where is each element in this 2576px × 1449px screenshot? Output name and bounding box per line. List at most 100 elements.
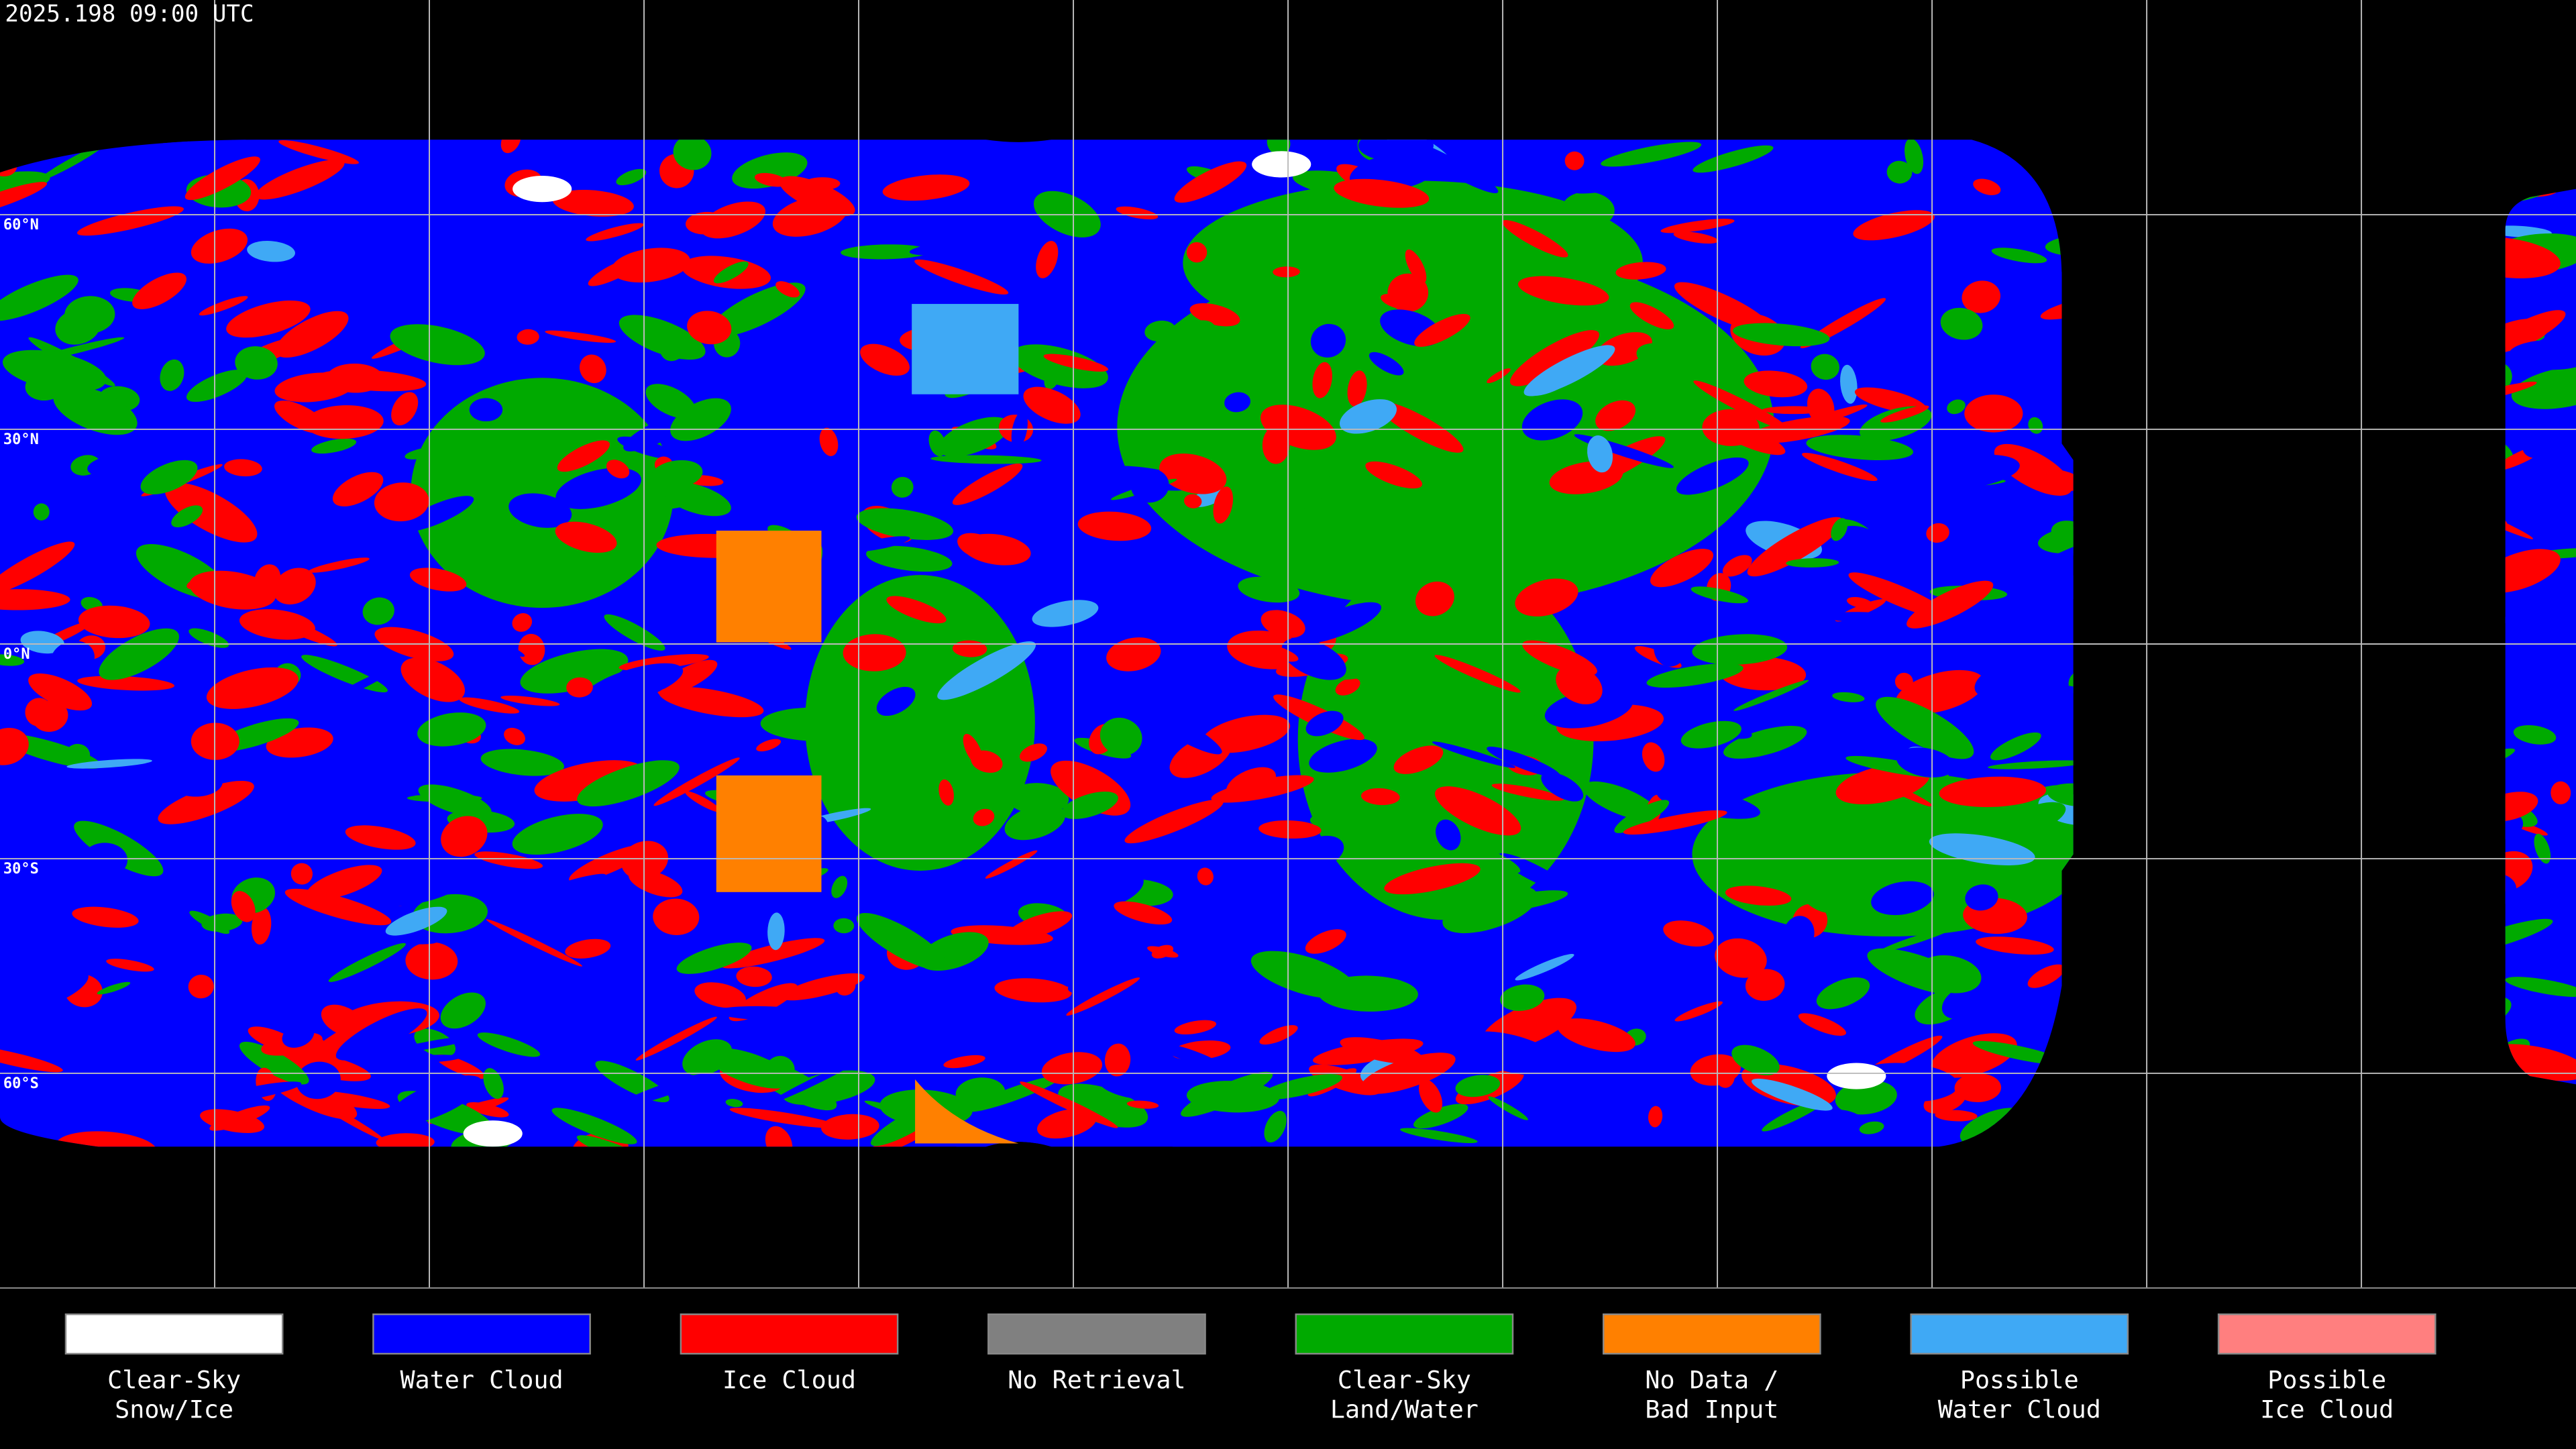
cloud-patch bbox=[657, 659, 718, 696]
cloud-patch bbox=[38, 143, 106, 181]
cloud-patch bbox=[1309, 816, 1324, 826]
cloud-patch bbox=[1846, 596, 1873, 608]
legend-swatch bbox=[1295, 1313, 1514, 1355]
cloud-patch bbox=[952, 463, 1023, 505]
cloud-patch bbox=[1840, 364, 1858, 404]
cloud-patch bbox=[860, 343, 910, 376]
cloud-patch bbox=[1650, 549, 1714, 588]
cloud-patch bbox=[1947, 399, 1966, 415]
cloud-patch bbox=[1732, 323, 1830, 347]
cloud-patch bbox=[930, 455, 1042, 464]
cloud-patch bbox=[1407, 141, 1499, 193]
cloud-patch bbox=[1249, 472, 1332, 518]
cloud-patch bbox=[1973, 178, 2001, 195]
cloud-patch bbox=[500, 695, 560, 706]
cloud-patch bbox=[1929, 805, 1992, 824]
legend-label: Clear-Sky bbox=[107, 1365, 241, 1394]
cloud-patch bbox=[1250, 951, 1356, 999]
cloud-patch bbox=[720, 938, 825, 969]
cloud-patch bbox=[409, 568, 467, 592]
latitude-labels: 60°N 30°N 0°N 30°S 60°S bbox=[3, 217, 39, 1092]
cloud-patch bbox=[1405, 249, 1427, 284]
cloud-patch bbox=[2511, 366, 2576, 409]
cloud-patch bbox=[1315, 802, 1348, 820]
cloud-patch bbox=[694, 982, 746, 1008]
cloud-patch bbox=[963, 733, 983, 766]
cloud-patch bbox=[1335, 678, 1360, 696]
cloud-patch bbox=[231, 140, 246, 162]
cloud-patch bbox=[311, 438, 357, 454]
cloud-patch bbox=[1663, 920, 1714, 947]
cloud-patch bbox=[1569, 381, 1587, 394]
cloud-patch bbox=[1747, 517, 1843, 577]
cloud-patch bbox=[985, 850, 1038, 879]
cloud-patch bbox=[25, 698, 53, 727]
cloud-patch bbox=[856, 508, 954, 540]
cloud-patch bbox=[1020, 1081, 1118, 1128]
cloud-patch bbox=[1918, 955, 1982, 994]
cloud-patch bbox=[1067, 969, 1126, 994]
cloud-patch bbox=[332, 472, 384, 506]
cloud-patch bbox=[551, 1108, 637, 1144]
cloud-patch bbox=[914, 259, 1009, 294]
cloud-patch bbox=[1827, 1110, 1869, 1132]
cloud-patch bbox=[1213, 486, 1234, 524]
snow-ice-patch bbox=[463, 1120, 523, 1147]
cloud-patch bbox=[1309, 739, 1377, 773]
cloud-patch bbox=[296, 1061, 341, 1099]
cloud-patch bbox=[247, 241, 295, 262]
cloud-patch bbox=[72, 906, 139, 928]
cloud-patch bbox=[566, 677, 593, 698]
cloud-patch bbox=[1435, 786, 1521, 836]
cloud-patch bbox=[767, 912, 785, 951]
cloud-patch bbox=[1104, 1043, 1131, 1077]
cloud-patch bbox=[1260, 405, 1336, 450]
legend-label: Bad Input bbox=[1645, 1395, 1778, 1424]
cloud-patch bbox=[882, 174, 970, 201]
cloud-patch bbox=[635, 1016, 717, 1061]
cloud-patch bbox=[33, 503, 50, 521]
cloud-patch bbox=[836, 726, 902, 772]
cloud-patch bbox=[662, 561, 692, 574]
cloud-patch bbox=[186, 369, 248, 402]
cloud-patch bbox=[87, 451, 162, 478]
cloud-patch bbox=[184, 156, 260, 201]
latitude-label: 60°N bbox=[3, 217, 39, 233]
cloud-patch bbox=[1258, 820, 1322, 839]
cloud-patch bbox=[0, 171, 50, 199]
cloud-patch bbox=[191, 228, 248, 264]
cloud-patch bbox=[492, 385, 543, 406]
cloud-patch bbox=[1157, 380, 1208, 407]
cloud-patch bbox=[1305, 710, 1344, 737]
cloud-patch bbox=[1432, 741, 1516, 768]
legend-swatch bbox=[2217, 1313, 2436, 1355]
cloud-patch bbox=[1238, 576, 1300, 603]
cloud-patch bbox=[521, 873, 606, 902]
cloud-patch bbox=[1455, 1075, 1501, 1097]
cloud-patch bbox=[2513, 724, 2557, 745]
timestamp: 2025.198 09:00 UTC bbox=[5, 1, 254, 28]
cloud-patch bbox=[1608, 1049, 1659, 1065]
legend-swatch bbox=[372, 1313, 591, 1355]
cloud-patch bbox=[1295, 835, 1344, 869]
cloud-patch bbox=[1853, 210, 1935, 241]
cloud-patch bbox=[1150, 639, 1240, 695]
cloud-patch bbox=[390, 324, 485, 366]
cloud-patch bbox=[1471, 890, 1568, 914]
cloud-patch bbox=[1500, 984, 1545, 1011]
cloud-patch bbox=[316, 926, 370, 964]
snow-ice-patch bbox=[513, 176, 572, 203]
cloud-patch bbox=[756, 739, 782, 752]
cloud-patch bbox=[1181, 1071, 1273, 1117]
cloud-patch bbox=[1393, 745, 1444, 774]
cloud-patch bbox=[150, 1059, 218, 1091]
cloud-patch bbox=[1939, 776, 2047, 808]
cloud-patch bbox=[1044, 368, 1059, 390]
cloud-patch bbox=[579, 354, 606, 384]
cloud-patch bbox=[1312, 279, 1392, 323]
cloud-patch bbox=[1988, 760, 2088, 769]
cloud-patch bbox=[1305, 929, 1346, 954]
cloud-patch bbox=[661, 482, 731, 517]
